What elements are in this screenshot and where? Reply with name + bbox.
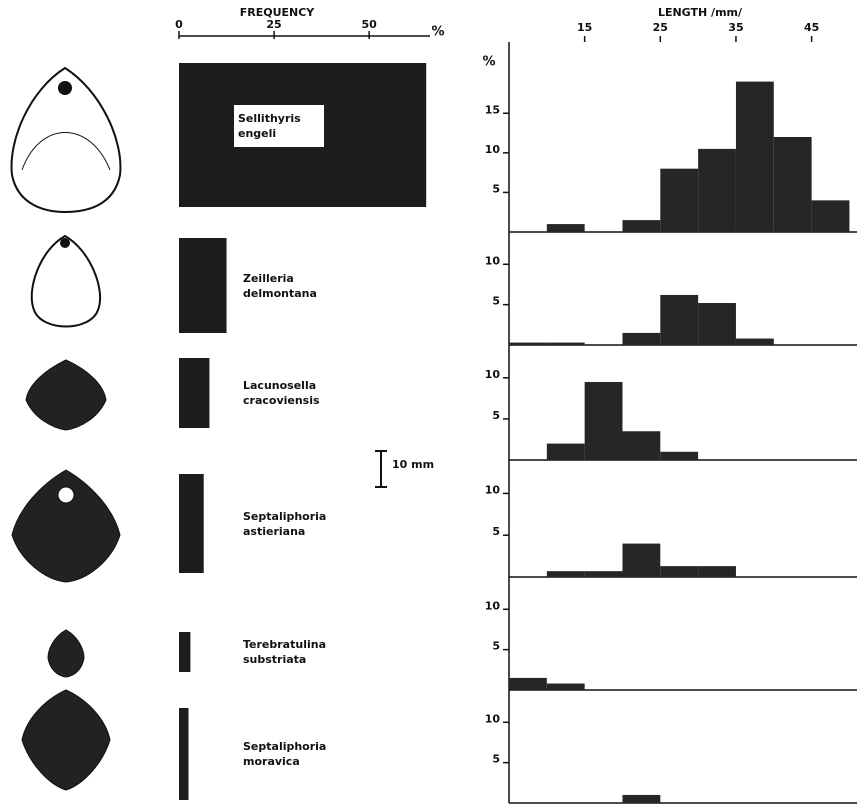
x-tick-label: 50: [361, 18, 377, 31]
histogram-bar: [773, 137, 812, 232]
histogram-bar: [509, 342, 547, 345]
y-tick-label: 5: [492, 525, 500, 538]
histogram-bar: [660, 451, 699, 460]
x-tick-label: 35: [728, 21, 743, 34]
chart-title: LENGTH /mm/: [658, 6, 743, 19]
shell-drawings: [10, 66, 122, 791]
histogram-bar: [698, 148, 736, 232]
bar: [179, 474, 204, 573]
category-label: Septaliphoria astieriana: [243, 509, 327, 538]
bar: [179, 358, 210, 428]
y-tick-label: 10: [485, 712, 501, 725]
y-tick-label: 5: [492, 295, 500, 308]
y-tick-label: 15: [485, 103, 500, 116]
y-tick-label: 10: [485, 599, 501, 612]
y-tick-label: 5: [492, 640, 500, 653]
bar: [179, 708, 189, 800]
histogram-bar: [698, 566, 736, 577]
bar: [179, 632, 191, 672]
category-label: Lacunosella cracoviensis: [243, 379, 320, 407]
y-tick-label: 10: [485, 368, 501, 381]
y-tick-label: 5: [492, 409, 500, 422]
histogram-bar: [584, 381, 623, 460]
histogram-bar: [509, 677, 547, 690]
histogram-bar: [660, 168, 699, 232]
histogram-bar: [735, 338, 774, 345]
histogram-bar: [622, 220, 661, 232]
y-tick-label: 10: [485, 483, 501, 496]
histogram-bar: [546, 342, 585, 345]
y-unit-label: %: [482, 55, 495, 70]
y-tick-label: 5: [492, 182, 500, 195]
histogram-bar: [546, 683, 585, 690]
histogram-bar: [622, 332, 661, 345]
scale-bar-label: 10 mm: [392, 458, 434, 471]
x-tick-label: 25: [653, 21, 668, 34]
x-unit-label: %: [431, 25, 444, 40]
histogram-bar: [546, 443, 585, 460]
histogram-bar: [584, 571, 623, 577]
x-tick-label: 0: [175, 18, 183, 31]
category-label: Zeilleria delmontana: [243, 271, 317, 300]
category-label: Sellithyris engeli: [234, 105, 324, 147]
x-tick-label: 15: [577, 21, 592, 34]
y-tick-label: 5: [492, 753, 500, 766]
histogram-bar: [622, 794, 661, 803]
chart-title: FREQUENCY: [240, 6, 316, 19]
histogram-bar: [622, 543, 661, 577]
category-label: Septaliphoria moravica: [243, 740, 327, 768]
bar: [179, 238, 227, 333]
histogram-bar: [811, 200, 850, 232]
y-tick-label: 10: [485, 254, 501, 267]
x-tick-label: 45: [804, 21, 819, 34]
x-tick-label: 25: [266, 18, 281, 31]
category-label: Terebratulina substriata: [243, 638, 326, 666]
histogram-bar: [660, 294, 699, 345]
y-tick-label: 10: [485, 143, 501, 156]
histogram-bar: [660, 566, 699, 577]
histogram-bar: [546, 224, 585, 232]
histogram-bar: [698, 303, 736, 345]
histogram-bar: [735, 81, 774, 232]
histogram-bar: [622, 431, 661, 460]
histogram-bar: [546, 571, 585, 577]
